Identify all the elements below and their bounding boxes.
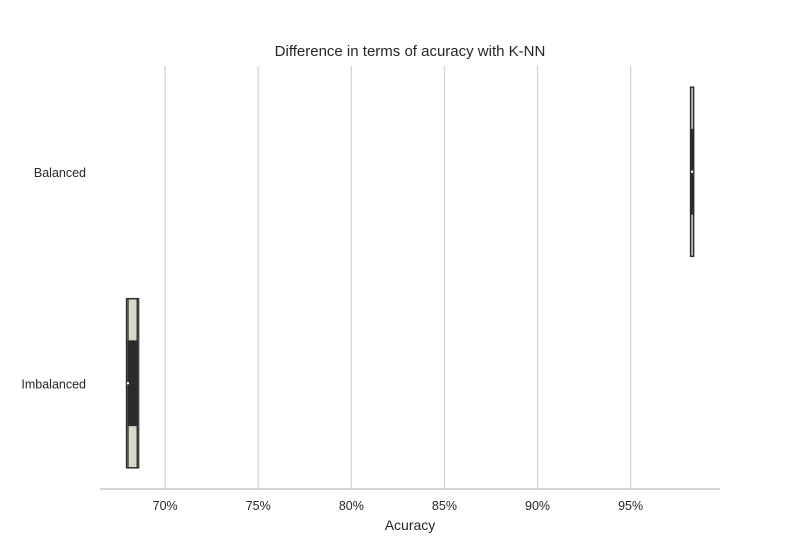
x-tick-labels: 70% 75% 80% 85% 90% 95% xyxy=(153,499,643,513)
chart-title: Difference in terms of acuracy with K-NN xyxy=(274,43,546,60)
y-category-label: Balanced xyxy=(34,166,86,180)
y-category-label: Imbalanced xyxy=(21,377,86,391)
iqr-box xyxy=(127,340,138,427)
y-category-labels: Balanced Imbalanced xyxy=(21,166,86,392)
median-marker xyxy=(126,382,130,385)
x-axis-label: Acuracy xyxy=(385,517,436,533)
whisker xyxy=(125,298,140,469)
x-tick-label: 75% xyxy=(246,499,271,513)
grid-lines xyxy=(164,66,632,489)
x-tick-label: 90% xyxy=(525,499,550,513)
x-tick-label: 80% xyxy=(339,499,364,513)
violin-marks xyxy=(125,86,695,469)
x-tick-label: 95% xyxy=(618,499,643,513)
median-marker xyxy=(690,170,694,173)
x-tick-label: 85% xyxy=(432,499,457,513)
x-tick-label: 70% xyxy=(153,499,178,513)
